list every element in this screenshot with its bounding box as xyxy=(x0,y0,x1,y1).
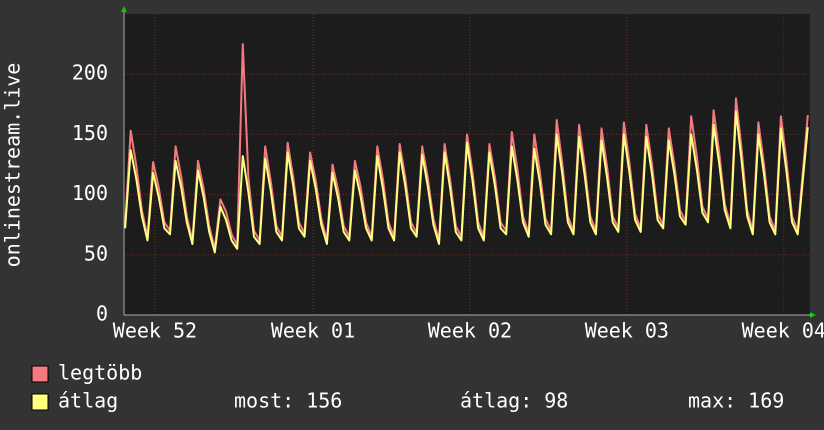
x-tick-label: Week 52 xyxy=(113,319,197,343)
y-tick-label: 200 xyxy=(72,61,108,85)
legend-swatch xyxy=(31,393,49,411)
x-tick-label: Week 02 xyxy=(428,319,512,343)
stat-value: 98 xyxy=(544,389,568,413)
y-tick-label: 50 xyxy=(84,241,108,265)
y-tick-label: 150 xyxy=(72,121,108,145)
stat-value: 169 xyxy=(748,389,784,413)
y-axis-arrow xyxy=(121,6,127,12)
x-tick-label: Week 03 xyxy=(585,319,669,343)
x-tick-label: Week 04 xyxy=(742,319,824,343)
stat-value: 156 xyxy=(306,389,342,413)
stat-label: átlag: xyxy=(460,389,532,413)
plot-area xyxy=(124,14,810,315)
x-axis-arrow xyxy=(810,312,816,318)
x-tick-label: Week 01 xyxy=(271,319,355,343)
y-axis-label: onlinestream.live xyxy=(1,63,25,268)
stat-label: max: xyxy=(688,389,736,413)
y-tick-label: 100 xyxy=(72,181,108,205)
data-line xyxy=(124,110,809,254)
legend-label: átlag xyxy=(58,389,118,413)
y-tick-label: 0 xyxy=(96,302,108,326)
stat-label: most: xyxy=(234,389,294,413)
legend-swatch xyxy=(31,365,49,383)
legend-label: legtöbb xyxy=(58,361,142,385)
